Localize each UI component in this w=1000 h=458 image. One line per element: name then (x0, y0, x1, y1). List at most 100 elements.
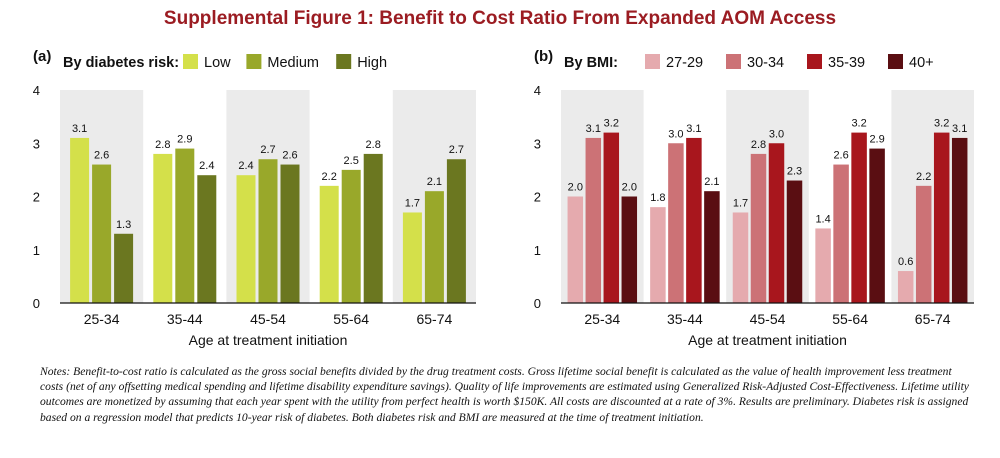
data-label: 2.8 (155, 139, 170, 151)
bar (280, 164, 300, 303)
data-label: 2.4 (238, 160, 253, 172)
y-tick-label: 0 (534, 296, 541, 311)
data-label: 2.3 (787, 166, 802, 178)
bar (236, 175, 256, 303)
data-label: 2.1 (704, 176, 719, 188)
bar (621, 196, 638, 303)
legend-title: By diabetes risk: (63, 55, 179, 71)
figure-notes: Notes: Benefit-to-cost ratio is calculat… (40, 365, 969, 424)
x-tick-label: 45-54 (750, 311, 786, 327)
data-label: 3.0 (769, 128, 784, 140)
data-label: 2.8 (366, 139, 381, 151)
data-label: 2.0 (622, 182, 637, 194)
x-tick-label: 55-64 (832, 311, 868, 327)
bar (197, 175, 217, 303)
data-label: 3.2 (851, 118, 866, 130)
bar (897, 271, 914, 303)
panel-label: (b) (534, 48, 553, 65)
legend-swatch (336, 54, 352, 69)
data-label: 3.2 (604, 118, 619, 130)
bar (363, 153, 383, 303)
x-tick-label: 25-34 (84, 311, 120, 327)
data-label: 1.3 (116, 219, 131, 231)
x-tick-label: 65-74 (416, 311, 452, 327)
figure-title: Supplemental Figure 1: Benefit to Cost R… (163, 8, 837, 29)
data-label: 3.1 (686, 123, 701, 135)
y-tick-label: 3 (33, 136, 40, 151)
bar (585, 137, 602, 303)
data-label: 2.1 (427, 176, 442, 188)
data-label: 3.1 (72, 123, 87, 135)
bar (175, 148, 195, 303)
y-tick-label: 3 (534, 136, 541, 151)
bar (258, 159, 278, 303)
y-tick-label: 4 (33, 83, 40, 98)
bar (567, 196, 584, 303)
data-label: 2.7 (449, 144, 464, 156)
data-label: 3.1 (586, 123, 601, 135)
data-label: 3.0 (668, 128, 683, 140)
x-tick-label: 25-34 (584, 311, 620, 327)
legend-swatch (246, 54, 262, 69)
bar (650, 207, 666, 303)
bar (424, 191, 444, 303)
legend-label: 27-29 (666, 55, 703, 71)
legend-label: High (357, 55, 387, 71)
data-label: 2.6 (833, 150, 848, 162)
y-tick-label: 1 (33, 243, 40, 258)
data-label: 2.2 (916, 171, 931, 183)
bar (668, 143, 684, 303)
legend-label: 35-39 (828, 55, 865, 71)
data-label: 0.6 (898, 256, 913, 268)
y-tick-label: 0 (33, 296, 40, 311)
data-label: 2.5 (344, 155, 359, 167)
data-label: 3.2 (934, 118, 949, 130)
data-label: 2.9 (177, 134, 192, 146)
legend-label: 30-34 (747, 55, 784, 71)
legend-swatch (807, 54, 822, 69)
data-label: 3.1 (952, 123, 967, 135)
legend-swatch (888, 54, 903, 69)
bar (750, 153, 767, 303)
x-axis-label: Age at treatment initiation (189, 332, 348, 348)
legend-swatch (645, 54, 660, 69)
x-tick-label: 65-74 (915, 311, 951, 327)
bar (768, 143, 785, 303)
data-label: 1.8 (650, 192, 665, 204)
data-label: 2.6 (282, 150, 297, 162)
bar (603, 132, 620, 303)
y-tick-label: 2 (33, 190, 40, 205)
bar (402, 212, 422, 303)
data-label: 1.4 (815, 213, 830, 225)
data-label: 2.9 (869, 134, 884, 146)
bar (341, 169, 361, 303)
bar (915, 185, 932, 303)
bar (732, 212, 749, 303)
x-tick-label: 35-44 (667, 311, 703, 327)
data-label: 2.0 (568, 182, 583, 194)
bar (153, 153, 173, 303)
bar (951, 137, 968, 303)
legend-swatch (183, 54, 198, 69)
bar (70, 137, 90, 303)
legend-title: By BMI: (564, 55, 618, 71)
bar (319, 185, 339, 303)
bar (833, 164, 849, 303)
data-label: 1.7 (733, 197, 748, 209)
legend-swatch (726, 54, 741, 69)
x-tick-label: 45-54 (250, 311, 286, 327)
data-label: 2.7 (260, 144, 275, 156)
bar (851, 132, 867, 303)
legend-label: Medium (267, 55, 319, 71)
bar (869, 148, 885, 303)
bar (933, 132, 950, 303)
y-tick-label: 1 (534, 243, 541, 258)
bar (92, 164, 112, 303)
x-tick-label: 35-44 (167, 311, 203, 327)
bar (786, 180, 803, 303)
y-tick-label: 2 (534, 190, 541, 205)
panel-label: (a) (33, 48, 51, 65)
chart-panel-a: (a) By diabetes risk: Low Medium High 0 1 2 3 4 3.… (33, 48, 476, 348)
legend-label: Low (204, 55, 231, 71)
